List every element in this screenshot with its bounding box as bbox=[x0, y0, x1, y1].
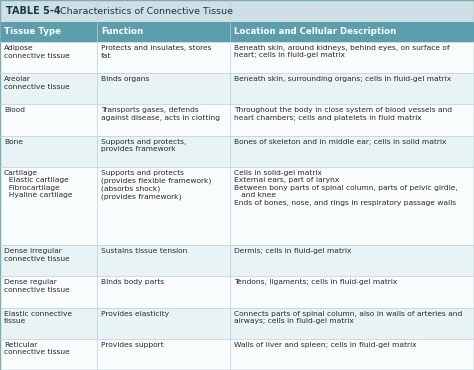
Text: Beneath skin, surrounding organs; cells in fluid-gel matrix: Beneath skin, surrounding organs; cells … bbox=[234, 76, 451, 82]
Text: Transports gases, defends
against disease, acts in clotting: Transports gases, defends against diseas… bbox=[101, 107, 220, 121]
Bar bbox=[0, 276, 474, 307]
Bar bbox=[0, 73, 474, 104]
Bar bbox=[0, 0, 474, 22]
Text: Elastic connective
tissue: Elastic connective tissue bbox=[4, 310, 72, 324]
Text: Sustains tissue tension: Sustains tissue tension bbox=[101, 248, 188, 254]
Text: Cartilage
  Elastic cartilage
  Fibrocartilage
  Hyaline cartilage: Cartilage Elastic cartilage Fibrocartila… bbox=[4, 170, 73, 198]
Bar bbox=[0, 167, 474, 245]
Text: Provides support: Provides support bbox=[101, 342, 164, 348]
Text: Bone: Bone bbox=[4, 139, 23, 145]
Text: Walls of liver and spleen; cells in fluid-gel matrix: Walls of liver and spleen; cells in flui… bbox=[234, 342, 417, 348]
Bar bbox=[0, 42, 474, 73]
Text: Dense irregular
connective tissue: Dense irregular connective tissue bbox=[4, 248, 70, 262]
Text: Binds organs: Binds organs bbox=[101, 76, 149, 82]
Text: Dermis; cells in fluid-gel matrix: Dermis; cells in fluid-gel matrix bbox=[234, 248, 351, 254]
Text: Connects parts of spinal column, also in walls of arteries and
airways; cells in: Connects parts of spinal column, also in… bbox=[234, 310, 462, 324]
Text: Areolar
connective tissue: Areolar connective tissue bbox=[4, 76, 70, 90]
Bar bbox=[0, 136, 474, 167]
Bar bbox=[0, 339, 474, 370]
Text: Protects and insulates, stores
fat: Protects and insulates, stores fat bbox=[101, 45, 212, 58]
Text: Tissue Type: Tissue Type bbox=[4, 27, 61, 37]
Text: Tendons, ligaments; cells in fluid-gel matrix: Tendons, ligaments; cells in fluid-gel m… bbox=[234, 279, 397, 285]
Text: Function: Function bbox=[101, 27, 143, 37]
Bar bbox=[0, 22, 474, 42]
Text: Characteristics of Connective Tissue: Characteristics of Connective Tissue bbox=[54, 7, 233, 16]
Bar bbox=[0, 245, 474, 276]
Text: Provides elasticity: Provides elasticity bbox=[101, 310, 169, 316]
Text: Blood: Blood bbox=[4, 107, 25, 114]
Text: Cells in solid-gel matrix
External ears, part of larynx
Between bony parts of sp: Cells in solid-gel matrix External ears,… bbox=[234, 170, 457, 206]
Text: Supports and protects,
provides framework: Supports and protects, provides framewor… bbox=[101, 139, 187, 152]
Text: Binds body parts: Binds body parts bbox=[101, 279, 164, 285]
Text: Supports and protects
(provides flexible framework)
(absorbs shock)
(provides fr: Supports and protects (provides flexible… bbox=[101, 170, 211, 200]
Text: Adipose
connective tissue: Adipose connective tissue bbox=[4, 45, 70, 58]
Text: Beneath skin, around kidneys, behind eyes, on surface of
heart; cells in fluid-g: Beneath skin, around kidneys, behind eye… bbox=[234, 45, 449, 58]
Text: Location and Cellular Description: Location and Cellular Description bbox=[234, 27, 396, 37]
Text: Bones of skeleton and in middle ear; cells in solid matrix: Bones of skeleton and in middle ear; cel… bbox=[234, 139, 447, 145]
Text: Reticular
connective tissue: Reticular connective tissue bbox=[4, 342, 70, 355]
Bar bbox=[0, 307, 474, 339]
Text: TABLE 5-4: TABLE 5-4 bbox=[6, 6, 61, 16]
Bar bbox=[0, 104, 474, 136]
Text: Dense regular
connective tissue: Dense regular connective tissue bbox=[4, 279, 70, 293]
Text: Throughout the body in close system of blood vessels and
heart chambers; cells a: Throughout the body in close system of b… bbox=[234, 107, 452, 121]
